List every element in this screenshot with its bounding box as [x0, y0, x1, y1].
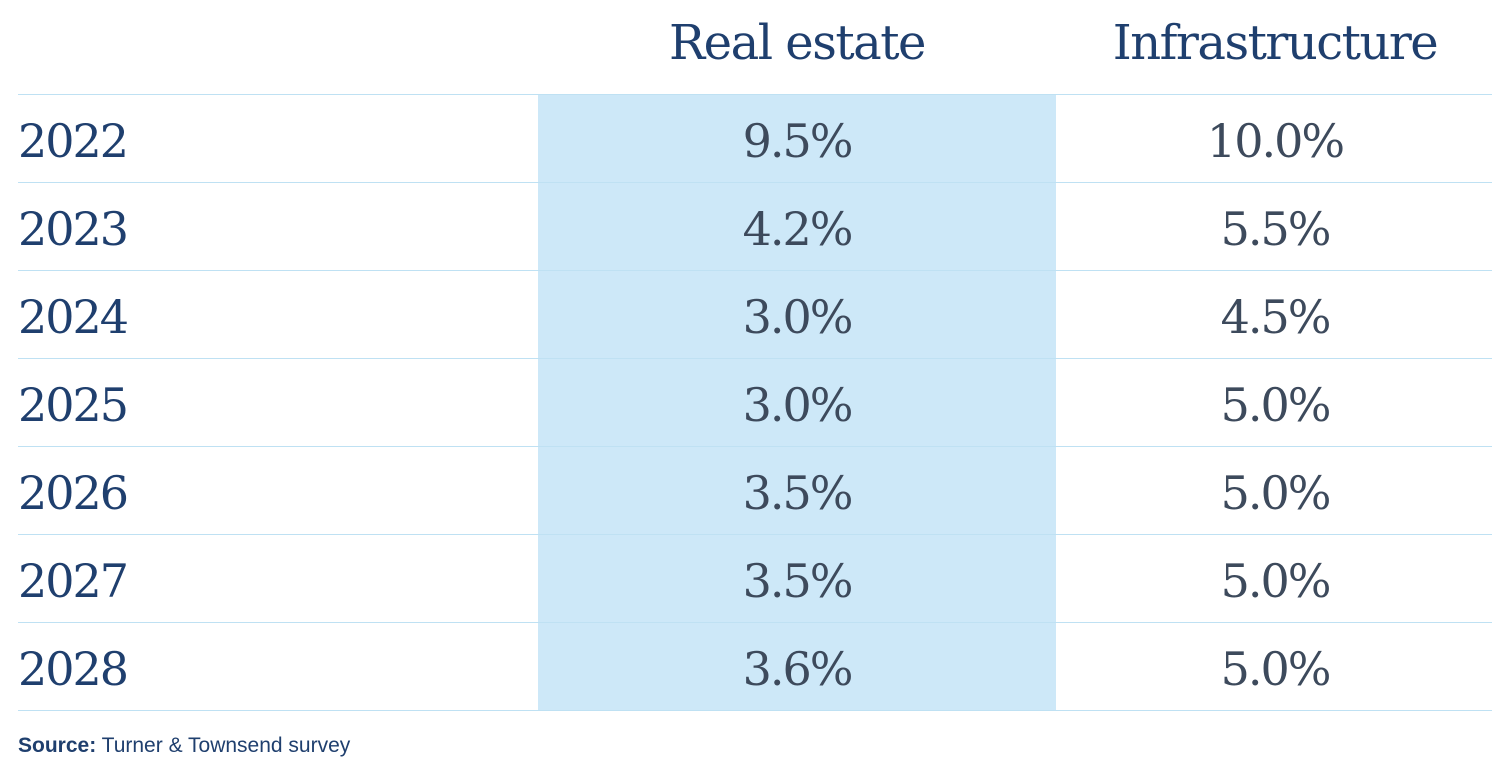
real-estate-value: 4.2%: [742, 202, 854, 256]
row-year: 2025: [18, 378, 129, 432]
row-year: 2023: [18, 202, 129, 256]
table-row: 2023 4.2% 5.5%: [18, 183, 1492, 271]
real-estate-highlight-column: [538, 95, 1056, 711]
infrastructure-value: 5.0%: [1220, 642, 1332, 696]
row-year: 2022: [18, 114, 129, 168]
table-row: 2026 3.5% 5.0%: [18, 447, 1492, 535]
table-row: 2022 9.5% 10.0%: [18, 95, 1492, 183]
header-infrastructure: Infrastructure: [1112, 15, 1439, 71]
escalation-table: Real estate Infrastructure 2022 9.5% 10.0%…: [18, 0, 1492, 711]
row-year: 2027: [18, 554, 129, 608]
real-estate-value: 3.0%: [742, 378, 854, 432]
table-row: 2027 3.5% 5.0%: [18, 535, 1492, 623]
table-row: 2025 3.0% 5.0%: [18, 359, 1492, 447]
infrastructure-value: 5.5%: [1220, 202, 1332, 256]
table-row: 2028 3.6% 5.0%: [18, 623, 1492, 711]
row-year: 2024: [18, 290, 129, 344]
table-row: 2024 3.0% 4.5%: [18, 271, 1492, 359]
infrastructure-value: 4.5%: [1220, 290, 1332, 344]
source-text: Turner & Townsend survey: [101, 734, 351, 757]
real-estate-value: 3.5%: [742, 466, 854, 520]
infrastructure-value: 10.0%: [1206, 114, 1345, 168]
table-body: 2022 9.5% 10.0% 2023 4.2% 5.5% 2024 3.0% 4.5% 202…: [18, 94, 1492, 711]
infrastructure-value: 5.0%: [1220, 378, 1332, 432]
real-estate-value: 9.5%: [742, 114, 854, 168]
real-estate-value: 3.5%: [742, 554, 854, 608]
row-year: 2028: [18, 642, 129, 696]
source-note: Source: Turner & Townsend survey: [18, 734, 350, 758]
header-row: Real estate Infrastructure: [18, 0, 1492, 94]
infrastructure-value: 5.0%: [1220, 466, 1332, 520]
header-real-estate: Real estate: [669, 15, 926, 71]
row-year: 2026: [18, 466, 129, 520]
real-estate-value: 3.6%: [742, 642, 854, 696]
real-estate-value: 3.0%: [742, 290, 854, 344]
infrastructure-value: 5.0%: [1220, 554, 1332, 608]
source-label: Source:: [18, 734, 97, 757]
